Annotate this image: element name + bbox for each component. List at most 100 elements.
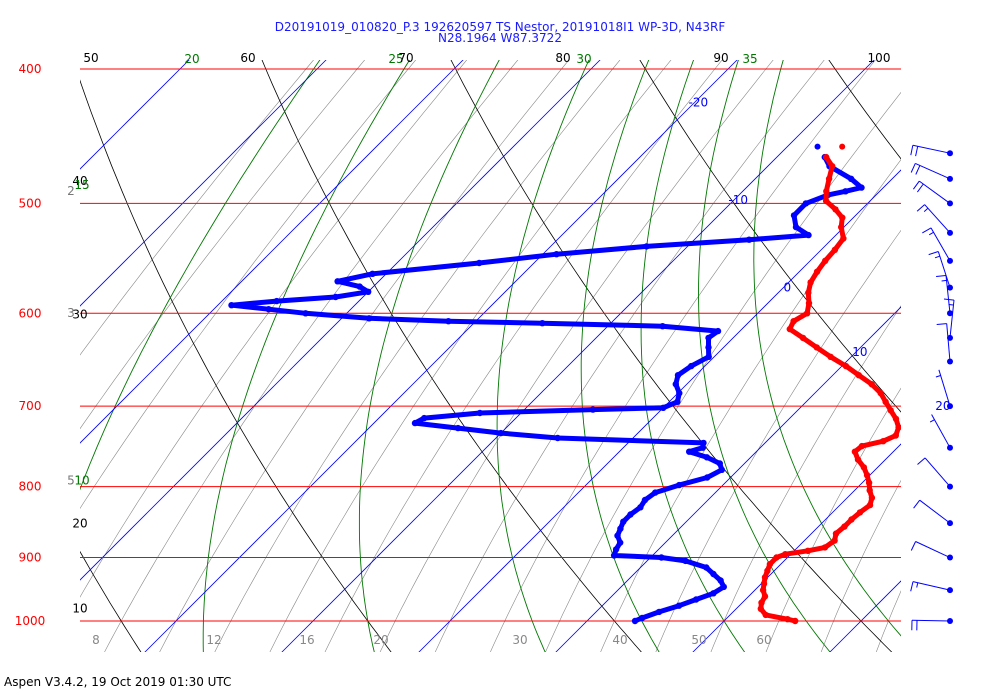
wind-barb-half-feather [934, 255, 940, 259]
temperature-point [839, 143, 846, 150]
dewpoint-profile-point [454, 424, 462, 432]
dewpoint-profile-point [720, 583, 727, 591]
wind-barb-half-feather [923, 207, 929, 212]
wind-barb-half-feather [935, 375, 941, 378]
wind-barb-feather [936, 323, 947, 325]
dewpoint-profile-point [699, 444, 706, 451]
mixing-ratio-label: 60 [756, 633, 771, 647]
wind-barb-shaft [924, 204, 951, 234]
dry-adiabat-line [639, 60, 901, 413]
dewpoint-profile-point [675, 481, 683, 489]
wind-barb-shaft [946, 323, 951, 362]
dry-adiabat-line [261, 60, 642, 652]
temperature-profile-point [877, 389, 884, 397]
temperature-profile-point [838, 223, 845, 231]
temperature-profile-point [823, 153, 830, 161]
dewpoint-profile-point [718, 466, 725, 473]
dewpoint-profile-point [676, 389, 683, 397]
temperature-profile-point [799, 334, 807, 342]
dewpoint-profile-point [265, 306, 272, 313]
temperature-profile-point [880, 438, 887, 445]
wind-barb-feather [915, 146, 919, 157]
dewpoint-profile-point [539, 320, 546, 327]
temperature-profile-point [863, 472, 871, 479]
temperature-profile-point [803, 310, 811, 317]
dewpoint-profile-point [858, 184, 865, 191]
isobar-lines [80, 68, 901, 622]
temperature-profile-point [764, 567, 771, 574]
temperature-profile-point [804, 547, 812, 554]
mixing-ratio-line [655, 229, 901, 652]
dewpoint-profile-point [700, 439, 707, 447]
wind-barb [928, 251, 953, 291]
wind-barb-feather [910, 541, 917, 551]
dewpoint-profile-point [682, 557, 689, 565]
mixing-ratio-line [269, 60, 672, 652]
temperature-profile-point [840, 235, 847, 242]
dewpoint-profile-point [705, 344, 712, 351]
temperature-profile-point [831, 246, 839, 253]
wind-barb-feather [916, 183, 924, 193]
dewpoint-profile [228, 153, 865, 625]
wind-barb-half-feather [929, 419, 935, 423]
moist-adiabat-line [580, 60, 660, 652]
wind-barb [910, 162, 953, 182]
temperature-profile-point [831, 537, 838, 544]
wind-barb [917, 457, 953, 490]
temperature-profile-point [858, 442, 866, 450]
top-scale-label: 50 [83, 51, 98, 65]
wind-barb [910, 541, 953, 561]
wind-barb-shaft [919, 499, 951, 524]
dewpoint-profile-point [688, 362, 695, 370]
temperature-profile-point [827, 353, 834, 360]
wind-barb-feather [922, 227, 932, 234]
mixing-ratio-line [80, 60, 366, 430]
wind-barb-feather [928, 251, 939, 256]
pressure-label: 700 [19, 399, 42, 413]
pressure-label: 1000 [15, 614, 46, 628]
pressure-label: 600 [19, 306, 42, 320]
temperature-profile-point [762, 611, 769, 619]
moist-adiabat-label: 25 [388, 52, 403, 66]
mixing-ratio-line [922, 38, 1000, 678]
isotherm-line [80, 60, 190, 170]
pressure-label: 900 [19, 551, 42, 565]
dewpoint-profile-point [302, 310, 309, 317]
isotherm-label: 20 [935, 399, 950, 413]
pressure-label: 500 [19, 196, 42, 210]
isotherm-line [692, 443, 901, 652]
dewpoint-profile-point [717, 577, 724, 584]
dewpoint-profile-point [638, 614, 646, 622]
temperature-profile-point [882, 398, 889, 405]
wind-barb [911, 618, 953, 631]
dewpoint-profile-point [589, 406, 597, 413]
wind-barb-feather [936, 275, 947, 277]
wind-barb [912, 180, 953, 207]
wind-barb-shaft [924, 457, 951, 487]
moist-adiabat-line [202, 60, 411, 652]
temperature-profile-point [760, 580, 768, 587]
dry-adiabat-line [450, 60, 893, 652]
mixing-ratio-line [978, 38, 1000, 678]
sounding-profiles [228, 143, 901, 625]
dewpoint-profile-point [842, 188, 849, 195]
mixing-ratio-line [875, 590, 901, 652]
dewpoint-profile-point [476, 259, 483, 267]
top-scale-label: 60 [240, 51, 255, 65]
temperature-profile-point [761, 574, 769, 581]
temperature-profile-point [832, 530, 840, 537]
dewpoint-profile-point [675, 602, 683, 609]
isotherm-line [80, 60, 601, 581]
isotherm-line [281, 60, 875, 652]
temperature-profile-point [892, 432, 899, 439]
dewpoint-profile-point [610, 552, 618, 559]
temperature-profile-point [855, 372, 862, 379]
top-scale-label: 90 [713, 51, 728, 65]
mixing-ratio-line [104, 60, 519, 652]
wind-barbs [910, 144, 955, 631]
dewpoint-profile-point [641, 496, 649, 504]
mixing-ratio-line [600, 159, 901, 652]
dewpoint-profile-point [703, 564, 710, 571]
temperature-profile-point [892, 415, 900, 423]
temperature-profile-point [758, 599, 765, 606]
